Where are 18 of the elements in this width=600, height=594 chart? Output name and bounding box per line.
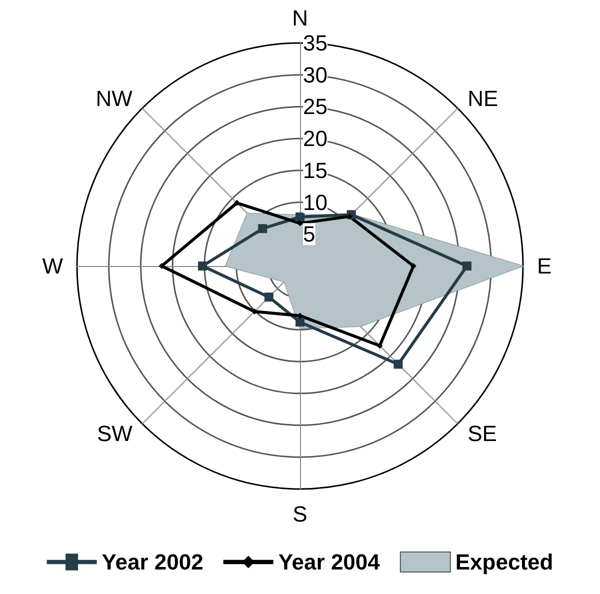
- spoke-label: SE: [468, 421, 497, 446]
- legend-label: Year 2002: [102, 550, 204, 574]
- y-tick-label: 5: [303, 222, 316, 247]
- spoke-label: NE: [468, 86, 498, 111]
- spoke-label: S: [292, 502, 308, 526]
- spoke-label: W: [42, 254, 64, 278]
- legend-label: Expected: [455, 550, 554, 574]
- y-tick-label: 25: [303, 94, 328, 120]
- spoke-label: NW: [96, 86, 133, 111]
- spoke-label: N: [292, 6, 308, 30]
- y-tick-label: 20: [303, 126, 328, 152]
- y-tick-label: 30: [303, 62, 328, 88]
- legend-label: Year 2004: [278, 550, 381, 574]
- y-tick-label: 35: [303, 30, 328, 56]
- spoke-label: E: [537, 254, 552, 278]
- y-tick-label: 15: [303, 158, 328, 183]
- spoke-label: SW: [96, 421, 133, 446]
- y-tick-label: 10: [303, 190, 328, 215]
